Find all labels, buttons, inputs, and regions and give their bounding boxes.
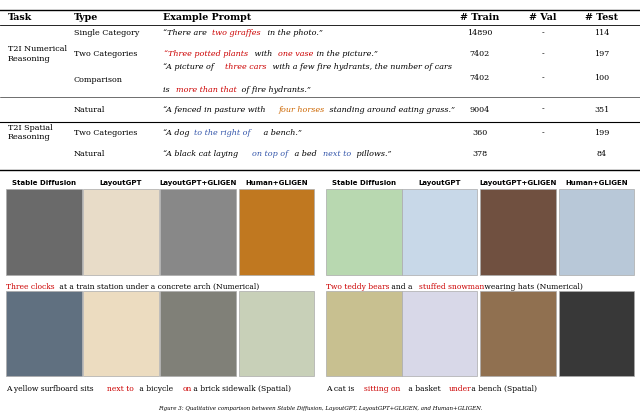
Text: A yellow surfboard sits: A yellow surfboard sits <box>6 385 97 393</box>
Bar <box>326 189 402 275</box>
Text: a basket: a basket <box>406 385 444 393</box>
Text: in the picture.”: in the picture.” <box>314 50 378 58</box>
Bar <box>402 189 477 275</box>
Text: next to: next to <box>323 150 351 159</box>
Text: -: - <box>541 105 544 114</box>
Text: on: on <box>183 385 192 393</box>
Bar <box>480 290 556 376</box>
Text: Type: Type <box>74 13 98 22</box>
Text: Three clocks: Three clocks <box>6 283 55 291</box>
Text: Stable Diffusion: Stable Diffusion <box>12 180 76 186</box>
Text: in the photo.”: in the photo.” <box>265 29 323 37</box>
Bar <box>160 189 236 275</box>
Text: under: under <box>448 385 471 393</box>
Text: a bed: a bed <box>292 150 319 159</box>
Text: sitting on: sitting on <box>364 385 401 393</box>
Text: and a: and a <box>389 283 415 291</box>
Text: # Val: # Val <box>529 13 556 22</box>
Text: Two teddy bears: Two teddy bears <box>326 283 390 291</box>
Text: Two Categories: Two Categories <box>74 50 137 58</box>
Text: Natural: Natural <box>74 150 105 159</box>
Text: a bench (Spatial): a bench (Spatial) <box>469 385 537 393</box>
Text: 199: 199 <box>594 129 609 137</box>
Text: Comparison: Comparison <box>74 76 123 84</box>
Text: of fire hydrants.”: of fire hydrants.” <box>239 85 310 94</box>
Text: stuffed snowman: stuffed snowman <box>419 283 484 291</box>
Text: Two Categories: Two Categories <box>74 129 137 137</box>
Text: T2I Spatial
Reasoning: T2I Spatial Reasoning <box>8 124 52 142</box>
Text: Single Category: Single Category <box>74 29 139 37</box>
Text: -: - <box>541 29 544 37</box>
Text: with: with <box>252 50 275 58</box>
Text: is: is <box>163 85 172 94</box>
Text: 114: 114 <box>594 29 609 37</box>
Bar <box>83 189 159 275</box>
Text: “A fenced in pasture with: “A fenced in pasture with <box>163 105 268 114</box>
Text: four horses: four horses <box>278 105 324 114</box>
Text: T2I Numerical
Reasoning: T2I Numerical Reasoning <box>8 45 67 63</box>
Text: 14890: 14890 <box>467 29 493 37</box>
Text: 378: 378 <box>472 150 488 159</box>
Text: 7402: 7402 <box>470 50 490 58</box>
Text: 100: 100 <box>594 74 609 82</box>
Text: “There are: “There are <box>163 29 209 37</box>
Text: # Train: # Train <box>460 13 500 22</box>
Text: “A picture of: “A picture of <box>163 63 216 71</box>
Text: on top of: on top of <box>252 150 288 159</box>
Text: at a train station under a concrete arch (Numerical): at a train station under a concrete arch… <box>57 283 259 291</box>
Text: Example Prompt: Example Prompt <box>163 13 252 22</box>
Text: a bicycle: a bicycle <box>137 385 175 393</box>
Text: “A black cat laying: “A black cat laying <box>163 150 241 159</box>
Text: with a few fire hydrants, the number of cars: with a few fire hydrants, the number of … <box>269 63 452 71</box>
Text: pillows.”: pillows.” <box>354 150 391 159</box>
Text: more than that: more than that <box>177 85 237 94</box>
Text: three cars: three cars <box>225 63 267 71</box>
Bar <box>83 290 159 376</box>
Text: -: - <box>541 74 544 82</box>
Bar <box>480 189 556 275</box>
Text: 197: 197 <box>594 50 609 58</box>
Text: LayoutGPT: LayoutGPT <box>100 180 142 186</box>
Text: wearing hats (Numerical): wearing hats (Numerical) <box>482 283 583 291</box>
Text: “A dog: “A dog <box>163 129 192 137</box>
Bar <box>6 189 82 275</box>
Text: 9004: 9004 <box>470 105 490 114</box>
Bar <box>559 290 634 376</box>
Text: LayoutGPT: LayoutGPT <box>419 180 461 186</box>
Text: Task: Task <box>8 13 32 22</box>
Bar <box>559 189 634 275</box>
Text: Three potted plants: Three potted plants <box>168 50 248 58</box>
Text: standing around eating grass.”: standing around eating grass.” <box>327 105 455 114</box>
Text: one vase: one vase <box>278 50 314 58</box>
Bar <box>239 290 314 376</box>
Text: Natural: Natural <box>74 105 105 114</box>
Text: two giraffes: two giraffes <box>212 29 260 37</box>
Text: -: - <box>541 129 544 137</box>
Text: 351: 351 <box>594 105 609 114</box>
Text: Stable Diffusion: Stable Diffusion <box>332 180 396 186</box>
Bar <box>326 290 402 376</box>
Text: -: - <box>541 50 544 58</box>
Text: LayoutGPT+GLIGEN: LayoutGPT+GLIGEN <box>159 180 236 186</box>
Text: Human+GLIGEN: Human+GLIGEN <box>565 180 628 186</box>
Text: Figure 3: Qualitative comparison between Stable Diffusion, LayoutGPT, LayoutGPT+: Figure 3: Qualitative comparison between… <box>158 406 482 411</box>
Text: a bench.”: a bench.” <box>260 129 301 137</box>
Text: 360: 360 <box>472 129 488 137</box>
Text: next to: next to <box>108 385 134 393</box>
Bar <box>6 290 82 376</box>
Text: # Test: # Test <box>585 13 618 22</box>
Bar <box>239 189 314 275</box>
Text: LayoutGPT+GLIGEN: LayoutGPT+GLIGEN <box>479 180 556 186</box>
Text: 7402: 7402 <box>470 74 490 82</box>
Text: A cat is: A cat is <box>326 385 357 393</box>
Bar <box>402 290 477 376</box>
Text: 84: 84 <box>596 150 607 159</box>
Text: to the right of: to the right of <box>194 129 251 137</box>
Text: “: “ <box>163 50 167 58</box>
Bar <box>160 290 236 376</box>
Text: a brick sidewalk (Spatial): a brick sidewalk (Spatial) <box>191 385 291 393</box>
Text: Human+GLIGEN: Human+GLIGEN <box>245 180 308 186</box>
